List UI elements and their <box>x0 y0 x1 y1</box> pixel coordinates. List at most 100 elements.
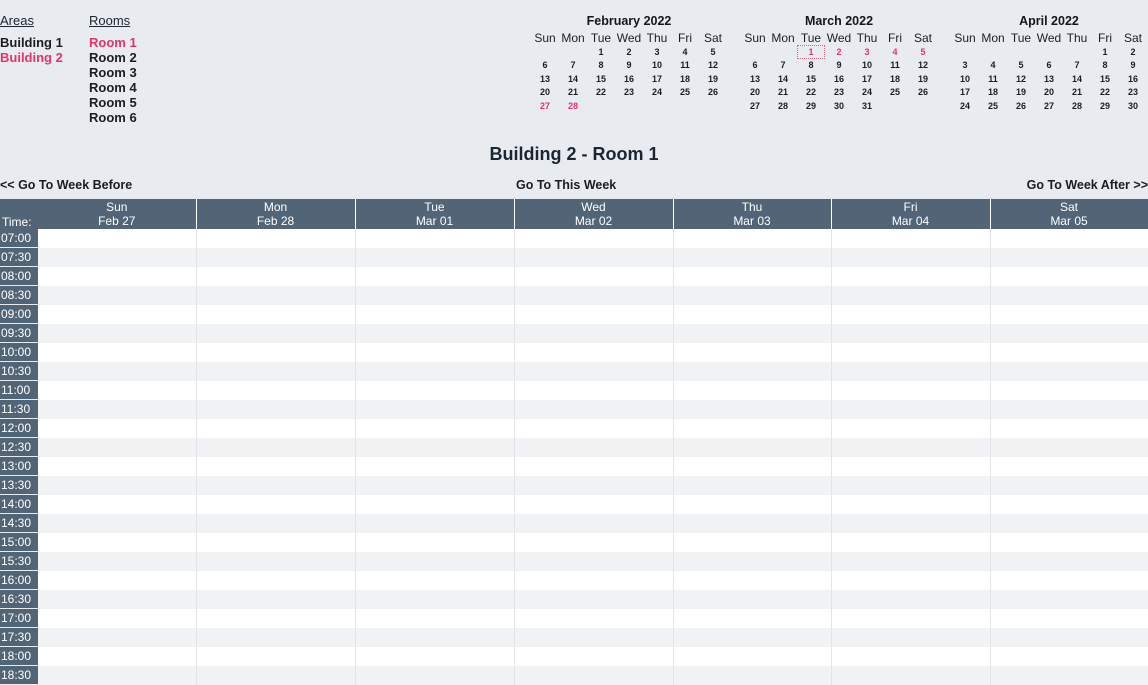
booking-slot[interactable] <box>355 494 515 514</box>
this-week-link[interactable]: Go To This Week <box>516 178 617 192</box>
booking-slot[interactable] <box>38 247 197 267</box>
calendar-day[interactable]: 5 <box>1018 60 1024 71</box>
calendar-day[interactable]: 23 <box>833 87 844 98</box>
booking-slot[interactable] <box>355 513 515 533</box>
calendar-day[interactable]: 14 <box>777 73 788 84</box>
booking-slot[interactable] <box>673 532 832 552</box>
booking-slot[interactable] <box>990 532 1148 552</box>
booking-slot[interactable] <box>196 342 356 362</box>
booking-slot[interactable] <box>673 304 832 324</box>
booking-slot[interactable] <box>196 627 356 647</box>
booking-slot[interactable] <box>196 646 356 666</box>
booking-slot[interactable] <box>38 532 197 552</box>
booking-slot[interactable] <box>673 380 832 400</box>
booking-slot[interactable] <box>514 418 674 438</box>
booking-slot[interactable] <box>355 285 515 305</box>
booking-slot[interactable] <box>514 229 674 248</box>
booking-slot[interactable] <box>514 380 674 400</box>
calendar-day[interactable]: 15 <box>1099 73 1110 84</box>
calendar-day[interactable]: 20 <box>539 87 550 98</box>
booking-slot[interactable] <box>831 229 991 248</box>
calendar-day[interactable]: 4 <box>682 46 688 57</box>
calendar-day[interactable]: 7 <box>570 60 576 71</box>
booking-slot[interactable] <box>196 323 356 343</box>
booking-slot[interactable] <box>673 551 832 571</box>
booking-slot[interactable] <box>38 285 197 305</box>
booking-slot[interactable] <box>831 323 991 343</box>
booking-slot[interactable] <box>355 475 515 495</box>
booking-slot[interactable] <box>355 570 515 590</box>
room-item-room-4[interactable]: Room 4 <box>89 80 137 95</box>
area-item-building-2[interactable]: Building 2 <box>0 50 63 65</box>
calendar-day[interactable]: 15 <box>805 73 816 84</box>
booking-slot[interactable] <box>831 646 991 666</box>
booking-slot[interactable] <box>990 342 1148 362</box>
calendar-day[interactable]: 6 <box>752 60 758 71</box>
booking-slot[interactable] <box>38 456 197 476</box>
booking-slot[interactable] <box>831 342 991 362</box>
booking-slot[interactable] <box>355 532 515 552</box>
calendar-day[interactable]: 9 <box>1130 60 1136 71</box>
booking-slot[interactable] <box>831 266 991 286</box>
booking-slot[interactable] <box>990 361 1148 381</box>
booking-slot[interactable] <box>514 532 674 552</box>
booking-slot[interactable] <box>196 608 356 628</box>
booking-slot[interactable] <box>831 513 991 533</box>
booking-slot[interactable] <box>831 551 991 571</box>
booking-slot[interactable] <box>355 646 515 666</box>
booking-slot[interactable] <box>831 285 991 305</box>
booking-slot[interactable] <box>355 418 515 438</box>
booking-slot[interactable] <box>38 513 197 533</box>
booking-slot[interactable] <box>38 266 197 286</box>
calendar-day[interactable]: 2 <box>1130 46 1136 57</box>
calendar-day[interactable]: 7 <box>1074 60 1080 71</box>
calendar-day[interactable]: 9 <box>836 60 842 71</box>
calendar-day[interactable]: 16 <box>833 73 844 84</box>
booking-slot[interactable] <box>38 608 197 628</box>
calendar-day[interactable]: 3 <box>864 46 870 57</box>
booking-slot[interactable] <box>514 570 674 590</box>
booking-slot[interactable] <box>355 266 515 286</box>
calendar-day[interactable]: 2 <box>626 46 632 57</box>
booking-slot[interactable] <box>831 532 991 552</box>
booking-slot[interactable] <box>990 494 1148 514</box>
calendar-day[interactable]: 8 <box>598 60 604 71</box>
booking-slot[interactable] <box>514 494 674 514</box>
room-item-room-6[interactable]: Room 6 <box>89 110 137 125</box>
calendar-day[interactable]: 11 <box>680 60 690 71</box>
calendar-day[interactable]: 13 <box>749 73 760 84</box>
booking-slot[interactable] <box>831 418 991 438</box>
booking-slot[interactable] <box>831 380 991 400</box>
calendar-day[interactable]: 7 <box>780 60 786 71</box>
calendar-day[interactable]: 24 <box>651 87 662 98</box>
booking-slot[interactable] <box>831 570 991 590</box>
calendar-day[interactable]: 18 <box>889 73 900 84</box>
booking-slot[interactable] <box>831 361 991 381</box>
booking-slot[interactable] <box>673 570 832 590</box>
calendar-day[interactable]: 23 <box>1127 87 1138 98</box>
booking-slot[interactable] <box>514 513 674 533</box>
booking-slot[interactable] <box>38 475 197 495</box>
calendar-day[interactable]: 25 <box>679 87 690 98</box>
booking-slot[interactable] <box>38 380 197 400</box>
booking-slot[interactable] <box>673 494 832 514</box>
day-column-header[interactable]: Fri Mar 04 <box>831 199 991 229</box>
calendar-day[interactable]: 22 <box>595 87 606 98</box>
booking-slot[interactable] <box>990 608 1148 628</box>
calendar-day[interactable]: 23 <box>623 87 634 98</box>
booking-slot[interactable] <box>514 589 674 609</box>
booking-slot[interactable] <box>38 646 197 666</box>
booking-slot[interactable] <box>514 323 674 343</box>
booking-slot[interactable] <box>355 665 515 685</box>
booking-slot[interactable] <box>196 665 356 685</box>
calendar-day[interactable]: 19 <box>917 73 928 84</box>
calendar-day[interactable]: 11 <box>890 60 900 71</box>
booking-slot[interactable] <box>514 456 674 476</box>
booking-slot[interactable] <box>514 551 674 571</box>
booking-slot[interactable] <box>514 627 674 647</box>
booking-slot[interactable] <box>990 456 1148 476</box>
calendar-day[interactable]: 26 <box>707 87 718 98</box>
booking-slot[interactable] <box>355 456 515 476</box>
booking-slot[interactable] <box>831 456 991 476</box>
booking-slot[interactable] <box>38 494 197 514</box>
